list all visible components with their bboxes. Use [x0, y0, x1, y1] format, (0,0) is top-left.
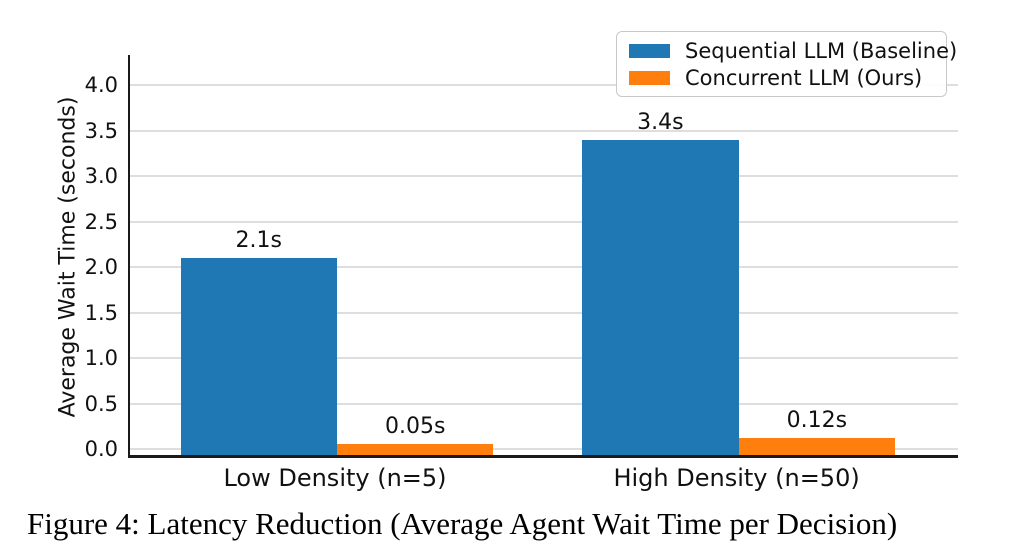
y-tick-label-2.5: 2.5 [84, 209, 118, 234]
gridline-y-1.0 [130, 357, 958, 359]
bar-value-label-2.1s: 2.1s [235, 227, 282, 253]
gridline-y-0.5 [130, 402, 958, 405]
bar-concurrent-group2 [738, 438, 896, 455]
y-tick-label-1.5: 1.5 [84, 300, 118, 325]
legend-row-sequential: Sequential LLM (Baseline) [629, 39, 957, 63]
gridline-y-0.0 [130, 448, 958, 450]
bar-value-label-3.4s: 3.4s [637, 109, 684, 135]
gridline-y-2.0 [130, 266, 958, 268]
y-tick-label-2.0: 2.0 [84, 255, 118, 279]
y-tick-label-1.0: 1.0 [84, 346, 118, 370]
bar-sequential-group2 [582, 139, 739, 455]
x-tick-label-group2: High Density (n=50) [613, 464, 860, 492]
y-tick-label-0.0: 0.0 [84, 437, 118, 461]
legend-label: Concurrent LLM (Ours) [685, 65, 923, 90]
figure-caption: Figure 4: Latency Reduction (Average Age… [27, 506, 898, 541]
legend-row-concurrent: Concurrent LLM (Ours) [629, 65, 934, 90]
gridline-y-2.5 [130, 220, 958, 223]
x-tick-label-group1: Low Density (n=5) [223, 464, 447, 492]
y-tick-label-3.0: 3.0 [84, 164, 118, 188]
legend-label: Sequential LLM (Baseline) [685, 38, 958, 63]
bar-sequential-group1 [180, 257, 337, 455]
gridline-y-3.0 [130, 175, 958, 177]
legend-swatch-icon [629, 43, 670, 58]
y-tick-label-3.5: 3.5 [84, 118, 118, 143]
gridline-y-1.5 [130, 311, 958, 314]
bar-value-label-0.05s: 0.05s [385, 414, 446, 440]
y-tick-label-0.5: 0.5 [84, 391, 118, 416]
bar-value-label-0.12s: 0.12s [786, 408, 848, 434]
gridline-y-4.0 [130, 84, 958, 86]
legend-swatch-icon [629, 70, 670, 85]
y-tick-label-4.0: 4.0 [84, 73, 118, 97]
gridline-y-3.5 [130, 129, 958, 132]
legend: Sequential LLM (Baseline) Concurrent LLM … [616, 31, 957, 97]
bar-concurrent-group1 [337, 444, 494, 455]
plot-area: 2.1s 3.4s 0.05s 0.12s [128, 55, 958, 458]
